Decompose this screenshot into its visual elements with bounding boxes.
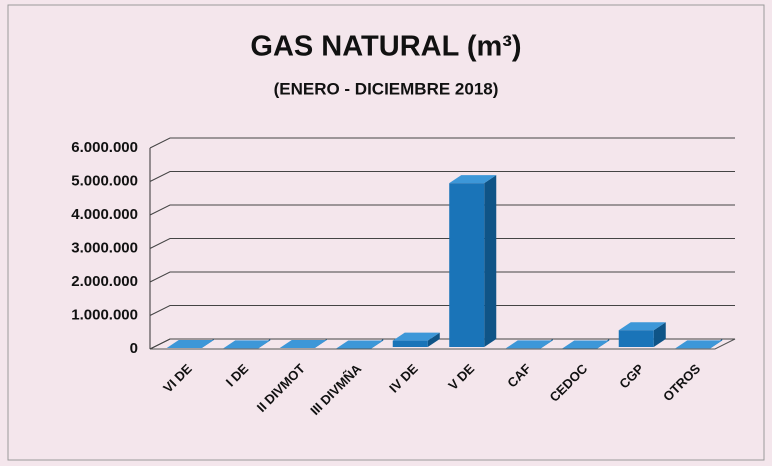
grid-line [149, 204, 735, 216]
bar-top [279, 339, 327, 348]
chart-subtitle: (ENERO - DICIEMBRE 2018) [274, 79, 499, 98]
bar-top [562, 340, 610, 349]
bar-top [618, 322, 666, 331]
bar-top [675, 340, 723, 349]
y-tick-label: 5.000.000 [71, 172, 138, 189]
bar [449, 183, 485, 347]
y-tick-label: 2.000.000 [71, 273, 138, 290]
grid-line [149, 338, 735, 350]
bar-top [449, 175, 497, 184]
y-tick-label: 4.000.000 [71, 206, 138, 223]
bar-top [336, 340, 384, 349]
grid-line [149, 305, 735, 316]
bar-side [427, 332, 440, 347]
y-tick-label: 3.000.000 [71, 239, 138, 256]
bar-top [166, 339, 214, 348]
bar-top [392, 332, 440, 341]
bar-side [484, 175, 497, 347]
grid-line [149, 271, 735, 283]
bar-side [653, 322, 666, 347]
grid-line [149, 137, 735, 149]
frame [7, 4, 765, 461]
y-tick-label: 0 [130, 340, 138, 357]
grid-line [149, 171, 735, 182]
bar-top [505, 340, 553, 349]
chart-title: GAS NATURAL (m³) [250, 31, 521, 63]
grid-line [149, 238, 735, 249]
bar [392, 340, 428, 347]
bar [618, 330, 654, 347]
y-tick-label: 6.000.000 [71, 139, 138, 156]
y-tick-label: 1.000.000 [71, 306, 138, 323]
bar-top [223, 340, 271, 349]
